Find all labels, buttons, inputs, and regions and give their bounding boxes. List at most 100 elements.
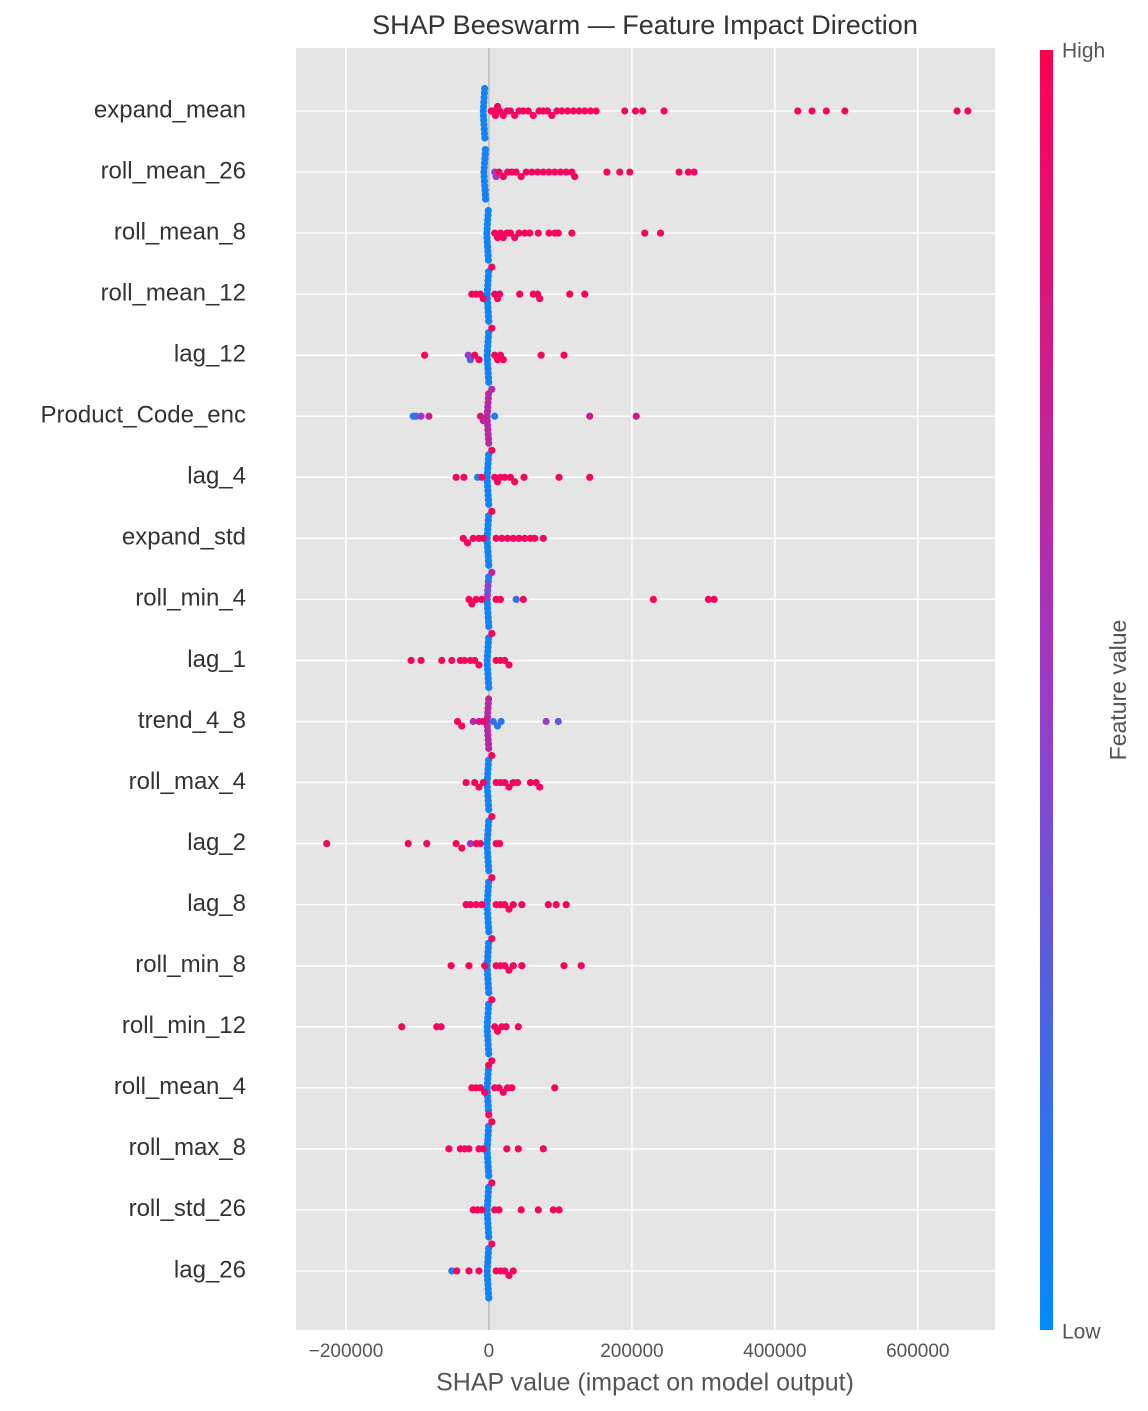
point — [488, 629, 496, 638]
point — [448, 656, 456, 665]
point — [506, 107, 515, 115]
point — [485, 1050, 493, 1058]
point — [463, 539, 472, 547]
point — [586, 412, 594, 420]
point — [478, 901, 486, 909]
point — [488, 996, 496, 1004]
point — [485, 928, 493, 936]
feature-label: roll_mean_26 — [101, 157, 246, 184]
point — [453, 717, 462, 726]
feature-label: roll_max_8 — [129, 1134, 246, 1161]
point — [465, 962, 473, 970]
point — [545, 168, 553, 176]
feature-label: roll_mean_8 — [114, 218, 246, 245]
point — [476, 840, 484, 848]
point — [513, 778, 522, 787]
colorbar-high: High — [1062, 40, 1105, 63]
point — [503, 534, 512, 542]
point — [458, 722, 466, 730]
point — [485, 439, 493, 447]
feature-label: expand_std — [122, 524, 246, 551]
point — [690, 168, 698, 176]
point — [484, 256, 493, 264]
point — [417, 656, 425, 665]
point — [506, 473, 515, 481]
point — [488, 874, 496, 882]
point — [485, 378, 493, 386]
point — [478, 473, 486, 481]
point — [603, 168, 611, 176]
point — [478, 1206, 486, 1214]
point — [528, 168, 536, 176]
point — [520, 473, 528, 481]
point — [466, 356, 474, 364]
point — [452, 473, 460, 481]
point — [453, 1267, 461, 1275]
point — [503, 1145, 511, 1153]
point — [575, 107, 583, 115]
point — [476, 1084, 484, 1092]
point — [710, 595, 718, 604]
feature-label: roll_min_4 — [135, 585, 246, 612]
point — [423, 840, 431, 848]
point — [502, 1023, 510, 1031]
point — [518, 962, 526, 970]
feature-label: lag_26 — [174, 1256, 246, 1283]
point — [495, 168, 503, 176]
point — [485, 1294, 493, 1302]
point — [471, 778, 479, 787]
point — [488, 263, 496, 271]
point — [481, 195, 490, 203]
point — [517, 172, 525, 181]
point — [560, 351, 568, 359]
point — [684, 168, 692, 176]
point — [505, 661, 513, 669]
point — [465, 1267, 473, 1275]
plot-area — [296, 48, 995, 1330]
point — [549, 1206, 557, 1214]
point — [544, 901, 552, 909]
point — [479, 417, 487, 425]
point — [533, 168, 542, 176]
point — [485, 1233, 493, 1241]
feature-label: roll_mean_12 — [101, 279, 246, 306]
point — [511, 478, 519, 486]
point — [511, 111, 519, 120]
feature-label: trend_4_8 — [138, 707, 246, 734]
point — [660, 107, 668, 115]
point — [495, 1206, 503, 1214]
feature-label: Product_Code_enc — [41, 402, 246, 429]
point — [496, 290, 504, 298]
point — [485, 1111, 493, 1119]
feature-label: lag_2 — [187, 829, 246, 856]
point — [566, 290, 574, 298]
point — [521, 229, 529, 237]
point — [536, 783, 544, 791]
point — [822, 107, 830, 115]
x-tick-label: 0 — [484, 1341, 495, 1362]
point — [447, 962, 455, 970]
point — [438, 656, 446, 665]
point — [499, 1088, 507, 1096]
point — [479, 534, 487, 542]
point — [485, 1172, 493, 1180]
point — [554, 717, 562, 726]
colorbar — [1040, 50, 1053, 1330]
point — [964, 107, 972, 115]
point — [485, 500, 493, 508]
point — [471, 351, 479, 359]
point — [489, 717, 497, 726]
feature-label: roll_std_26 — [129, 1195, 246, 1222]
point — [478, 595, 486, 604]
point — [493, 1027, 502, 1035]
point — [407, 656, 415, 665]
point — [794, 107, 802, 115]
point — [586, 107, 595, 115]
point — [556, 168, 565, 176]
point — [517, 1206, 525, 1214]
point — [505, 1271, 513, 1280]
point — [534, 229, 542, 237]
point — [496, 595, 505, 604]
point — [485, 805, 493, 814]
point — [481, 84, 489, 93]
